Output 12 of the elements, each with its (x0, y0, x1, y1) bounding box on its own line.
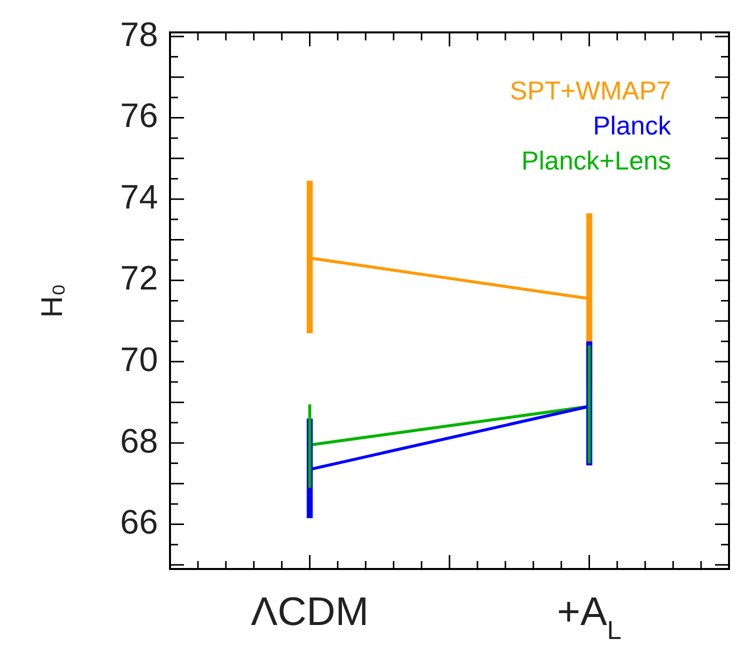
y-tick-label: 70 (120, 341, 158, 380)
y-tick-label: 76 (120, 97, 158, 136)
x-tick-label: ΛCDM (250, 590, 369, 634)
y-tick-label: 78 (120, 16, 158, 54)
y-tick-label: 66 (120, 504, 158, 542)
y-axis-title: H₀ (36, 284, 69, 318)
y-tick-label: 68 (120, 422, 158, 460)
text: Planck (592, 110, 672, 141)
text: SPT+WMAP7 (510, 76, 671, 106)
y-tick-label: 74 (120, 178, 158, 216)
text: Planck+Lens (521, 146, 671, 176)
y-tick-label: 72 (120, 260, 158, 298)
